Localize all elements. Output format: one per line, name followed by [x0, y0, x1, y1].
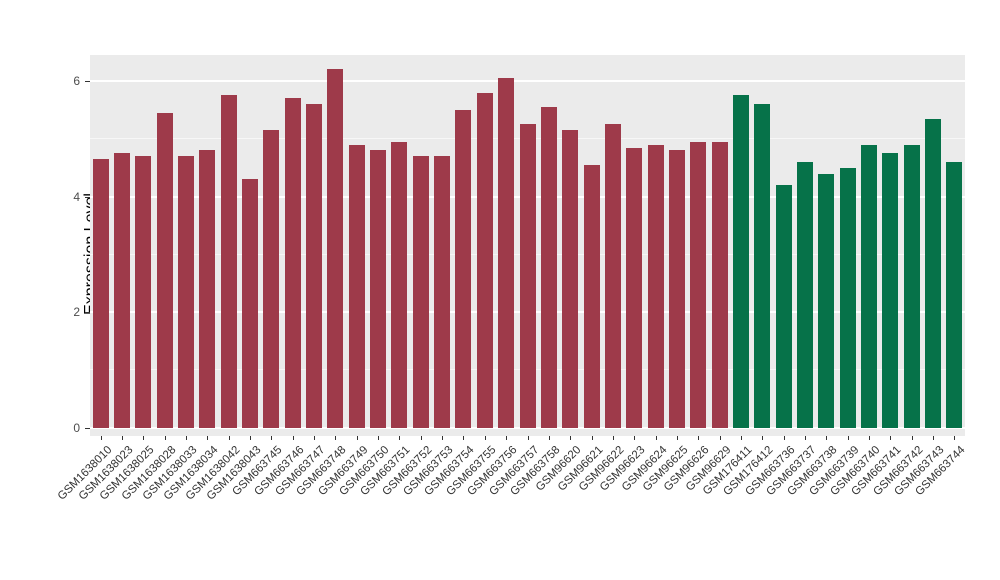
x-tick-mark — [890, 436, 892, 440]
x-tick-mark — [591, 436, 593, 440]
bar-GSM663746 — [284, 98, 301, 428]
x-tick-mark — [271, 436, 273, 440]
x-tick-mark — [100, 436, 102, 440]
x-tick-mark — [804, 436, 806, 440]
bar-GSM663738 — [818, 173, 835, 428]
bar-GSM663736 — [775, 185, 792, 428]
bar-GSM663758 — [540, 107, 557, 428]
x-tick-mark — [762, 436, 764, 440]
bar-GSM663737 — [796, 162, 813, 428]
x-tick-mark — [292, 436, 294, 440]
y-tick-label: 0 — [73, 421, 80, 435]
x-tick-mark — [250, 436, 252, 440]
bar-GSM663754 — [455, 109, 472, 428]
x-tick-mark — [932, 436, 934, 440]
bar-GSM663745 — [263, 130, 280, 428]
y-tick-label: 6 — [73, 74, 80, 89]
x-tick-mark — [954, 436, 956, 440]
bar-GSM663750 — [370, 150, 387, 428]
x-tick-mark — [143, 436, 145, 440]
bar-GSM663747 — [306, 104, 323, 428]
bar-GSM663748 — [327, 69, 344, 428]
x-tick-mark — [847, 436, 849, 440]
bar-GSM663742 — [903, 144, 920, 428]
x-tick-mark — [655, 436, 657, 440]
x-tick-mark — [548, 436, 550, 440]
x-tick-mark — [399, 436, 401, 440]
x-tick-mark — [676, 436, 678, 440]
x-tick-mark — [719, 436, 721, 440]
x-tick-mark — [911, 436, 913, 440]
gridline-major — [90, 427, 965, 429]
x-tick-mark — [164, 436, 166, 440]
y-tick-label: 4 — [73, 189, 80, 204]
x-tick-mark — [186, 436, 188, 440]
x-tick-mark — [506, 436, 508, 440]
y-tick-mark — [85, 81, 90, 83]
chart-panel — [90, 55, 965, 436]
bar-GSM96626 — [690, 141, 707, 428]
bar-GSM663756 — [498, 78, 515, 428]
x-tick-mark — [826, 436, 828, 440]
x-tick-mark — [356, 436, 358, 440]
y-tick-mark — [85, 312, 90, 314]
x-tick-mark — [527, 436, 529, 440]
bar-GSM1638023 — [114, 153, 130, 428]
bar-GSM663741 — [882, 153, 899, 428]
bar-GSM96624 — [647, 144, 664, 428]
bar-GSM96629 — [711, 141, 728, 428]
y-tick-mark — [85, 428, 90, 429]
bar-GSM96622 — [604, 124, 621, 428]
x-tick-mark — [442, 436, 444, 440]
bar-GSM663752 — [412, 156, 429, 428]
bar-GSM1638025 — [135, 156, 152, 428]
bar-GSM663743 — [924, 118, 941, 428]
x-tick-mark — [612, 436, 614, 440]
bar-GSM663755 — [476, 92, 493, 428]
bar-GSM96620 — [562, 130, 579, 428]
bar-GSM96621 — [583, 164, 600, 428]
x-tick-mark — [335, 436, 337, 440]
x-tick-mark — [783, 436, 785, 440]
x-tick-mark — [122, 436, 123, 440]
bar-GSM1638034 — [199, 150, 216, 428]
x-tick-mark — [698, 436, 700, 440]
bar-GSM176411 — [732, 95, 749, 428]
gridline-major — [90, 80, 965, 83]
bar-GSM663757 — [519, 124, 536, 428]
bar-GSM663744 — [946, 162, 963, 428]
y-tick-mark — [85, 196, 90, 198]
x-tick-mark — [484, 436, 486, 440]
bar-GSM1638010 — [92, 159, 109, 428]
bar-GSM96625 — [668, 150, 685, 428]
x-tick-mark — [378, 436, 380, 440]
bar-GSM663739 — [839, 167, 856, 428]
bar-GSM1638043 — [242, 179, 259, 428]
x-tick-mark — [634, 436, 636, 440]
y-tick-label: 2 — [73, 305, 80, 320]
x-tick-mark — [740, 436, 742, 440]
x-tick-mark — [463, 436, 465, 440]
bar-GSM1638042 — [220, 95, 237, 428]
bar-GSM176412 — [754, 104, 771, 428]
bar-GSM663740 — [860, 144, 877, 428]
x-tick-mark — [314, 436, 316, 440]
bar-GSM1638028 — [156, 112, 173, 428]
x-tick-mark — [570, 436, 572, 440]
bar-GSM663753 — [434, 156, 451, 428]
x-tick-mark — [207, 436, 209, 440]
bar-GSM663751 — [391, 141, 408, 428]
bar-GSM1638033 — [178, 156, 195, 428]
x-tick-mark — [868, 436, 870, 440]
x-tick-mark — [420, 436, 422, 440]
bar-GSM96623 — [626, 147, 643, 428]
bar-GSM663749 — [348, 144, 365, 428]
x-tick-mark — [228, 436, 230, 440]
